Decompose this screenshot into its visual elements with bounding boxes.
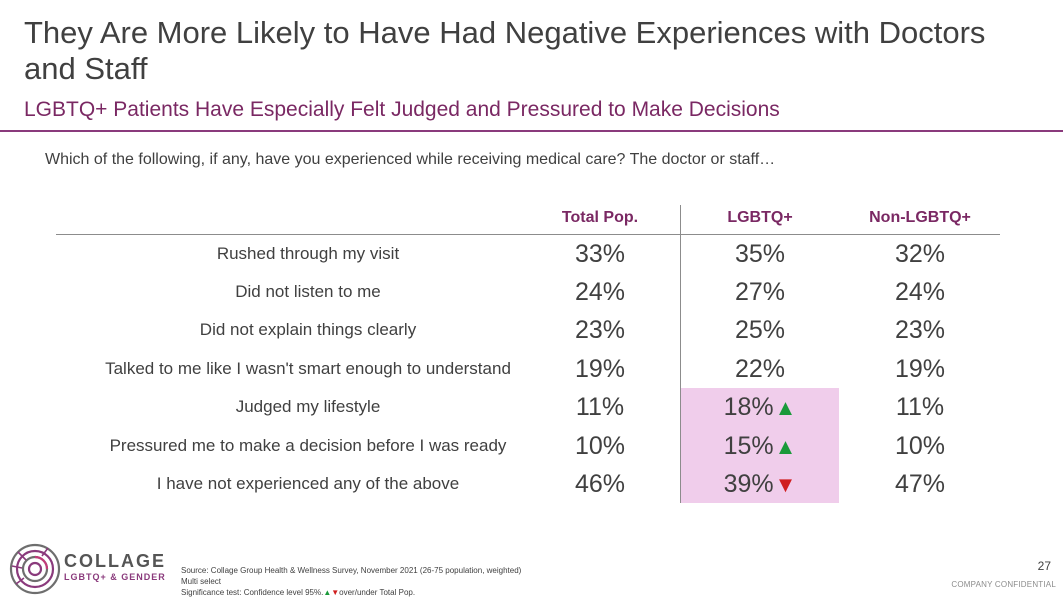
column-divider [680,205,681,503]
column-header-lgbtq: LGBTQ+ [727,209,793,226]
cell-lgbtq-value: 22% [734,355,786,383]
cell-non-lgbtq: 47% [894,470,946,498]
page-number: 27 [1037,559,1051,573]
row-label: Talked to me like I wasn't smart enough … [105,359,511,378]
table-row: I have not experienced any of the above … [0,465,1063,503]
cell-total: 19% [574,355,626,383]
table-row: Did not explain things clearly 23% 25% 2… [0,311,1063,349]
cell-lgbtq-value: 35% [734,240,786,268]
cell-lgbtq: 15%▲ [690,427,830,466]
confidential-label: COMPANY CONFIDENTIAL [951,580,1056,589]
significance-up-icon: ▲ [774,395,797,420]
logo-tagline: LGBTQ+ & GENDER [64,572,166,582]
column-header-total: Total Pop. [561,209,639,226]
cell-total: 24% [574,278,626,306]
cell-total: 11% [575,393,625,421]
cell-lgbtq: 22% [690,350,830,388]
row-label: Did not listen to me [235,282,381,301]
cell-lgbtq: 39%▼ [690,465,830,504]
table-row: Pressured me to make a decision before I… [0,427,1063,465]
cell-lgbtq-value: 15% [723,432,774,460]
table-row: Rushed through my visit 33% 35% 32% [0,235,1063,273]
collage-swirl-logo-icon [9,543,61,595]
footnote-sig-prefix: Significance test: Confidence level 95%. [181,588,324,597]
cell-lgbtq: 18%▲ [690,388,830,427]
sig-down-icon: ▼ [331,588,340,597]
slide-title: They Are More Likely to Have Had Negativ… [24,15,986,86]
cell-non-lgbtq: 24% [894,278,946,306]
cell-lgbtq-value: 39% [723,470,774,498]
cell-lgbtq-value: 27% [734,278,786,306]
cell-lgbtq: 27% [690,273,830,311]
row-label: I have not experienced any of the above [156,474,460,493]
cell-non-lgbtq: 32% [894,240,946,268]
cell-total: 10% [574,432,626,460]
cell-non-lgbtq: 23% [894,316,946,344]
survey-question: Which of the following, if any, have you… [45,151,776,168]
row-label: Did not explain things clearly [199,320,417,339]
row-label: Rushed through my visit [216,244,400,263]
sig-up-icon: ▲ [323,588,332,597]
title-divider [0,130,1063,132]
cell-lgbtq-value: 25% [734,316,786,344]
table-row: Did not listen to me 24% 27% 24% [0,273,1063,311]
cell-lgbtq-value: 18% [723,393,774,421]
footnote-significance: Significance test: Confidence level 95%.… [181,588,415,598]
column-header-non-lgbtq: Non-LGBTQ+ [869,209,971,226]
cell-total: 23% [574,316,626,344]
row-label: Judged my lifestyle [235,397,381,416]
cell-total: 33% [574,240,626,268]
cell-lgbtq: 25% [690,311,830,349]
footnote-sig-suffix: over/under Total Pop. [339,588,416,597]
cell-non-lgbtq: 19% [894,355,946,383]
significance-up-icon: ▲ [774,434,797,459]
cell-non-lgbtq: 10% [894,432,946,460]
footnote-multi-select: Multi select [181,577,222,586]
cell-lgbtq: 35% [690,235,830,273]
logo-wordmark: COLLAGE [64,551,166,571]
table-row: Talked to me like I wasn't smart enough … [0,350,1063,388]
cell-total: 46% [574,470,626,498]
significance-down-icon: ▼ [774,472,797,497]
slide-subtitle: LGBTQ+ Patients Have Especially Felt Jud… [24,98,780,121]
cell-non-lgbtq: 11% [895,393,945,421]
footnote-source: Source: Collage Group Health & Wellness … [181,566,522,575]
table-row: Judged my lifestyle 11% 18%▲ 11% [0,388,1063,426]
header-divider [56,234,1000,235]
row-label: Pressured me to make a decision before I… [109,436,507,455]
significance-highlight [681,388,839,503]
